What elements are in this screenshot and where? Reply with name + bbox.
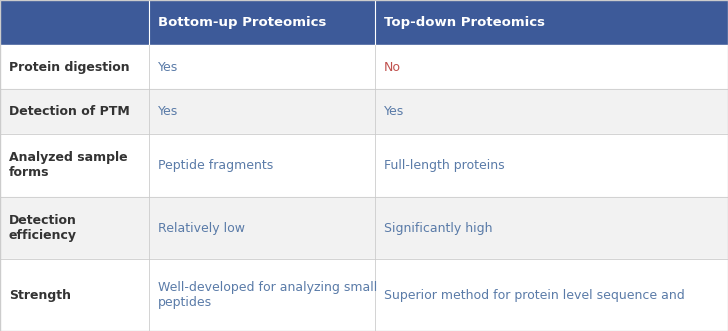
Bar <box>0 260 728 331</box>
Text: Detection of PTM: Detection of PTM <box>9 105 130 118</box>
Text: Full-length proteins: Full-length proteins <box>384 159 505 172</box>
Text: Top-down Proteomics: Top-down Proteomics <box>384 16 545 29</box>
Text: Analyzed sample
forms: Analyzed sample forms <box>9 152 127 179</box>
Bar <box>0 45 728 89</box>
Text: Protein digestion: Protein digestion <box>9 61 130 73</box>
Text: Detection
efficiency: Detection efficiency <box>9 214 76 242</box>
Bar <box>0 197 728 260</box>
Text: Strength: Strength <box>9 289 71 302</box>
Text: Well-developed for analyzing small
peptides: Well-developed for analyzing small pepti… <box>158 281 377 309</box>
Bar <box>0 0 728 45</box>
Bar <box>0 134 728 197</box>
Text: Superior method for protein level sequence and: Superior method for protein level sequen… <box>384 289 689 302</box>
Text: Peptide fragments: Peptide fragments <box>158 159 273 172</box>
Text: Bottom-up Proteomics: Bottom-up Proteomics <box>158 16 326 29</box>
Text: Yes: Yes <box>158 61 178 73</box>
Text: Yes: Yes <box>158 105 178 118</box>
Text: Yes: Yes <box>384 105 404 118</box>
Text: Significantly high: Significantly high <box>384 222 492 235</box>
Text: Relatively low: Relatively low <box>158 222 245 235</box>
Text: No: No <box>384 61 400 73</box>
Bar <box>0 89 728 134</box>
